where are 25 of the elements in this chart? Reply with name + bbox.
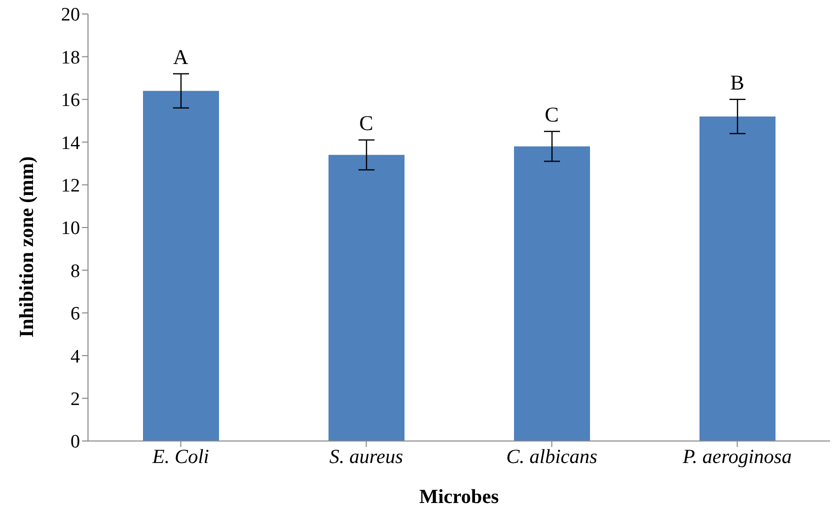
- y-tick-label: 10: [61, 218, 80, 240]
- x-axis-title: Microbes: [419, 486, 500, 508]
- y-tick-label: 14: [61, 132, 80, 154]
- annotation: C: [359, 110, 374, 135]
- bar: [700, 116, 776, 441]
- y-tick-label: 16: [61, 90, 80, 112]
- x-tick-label: P. aeroginosa: [682, 446, 792, 468]
- x-tick-label: C. albicans: [506, 446, 598, 468]
- x-tick-label: E. Coli: [151, 446, 210, 468]
- y-axis-title: Inhibition zone (mm): [16, 156, 38, 338]
- bar: [143, 90, 219, 441]
- annotation: B: [730, 70, 744, 94]
- y-tick-label: 12: [61, 176, 80, 197]
- annotation: C: [544, 102, 559, 126]
- y-tick-label: 2: [70, 389, 80, 410]
- bar: [514, 146, 590, 441]
- x-tick-label: S. aureus: [329, 446, 404, 468]
- y-tick-label: 8: [70, 260, 80, 282]
- y-tick-label: 0: [70, 432, 80, 453]
- y-tick-label: 18: [61, 47, 80, 68]
- y-tick-label: 6: [70, 304, 80, 325]
- y-tick-label: 4: [70, 346, 80, 368]
- bar: [328, 154, 404, 441]
- y-tick-label: 20: [61, 4, 80, 26]
- annotation: A: [173, 44, 190, 69]
